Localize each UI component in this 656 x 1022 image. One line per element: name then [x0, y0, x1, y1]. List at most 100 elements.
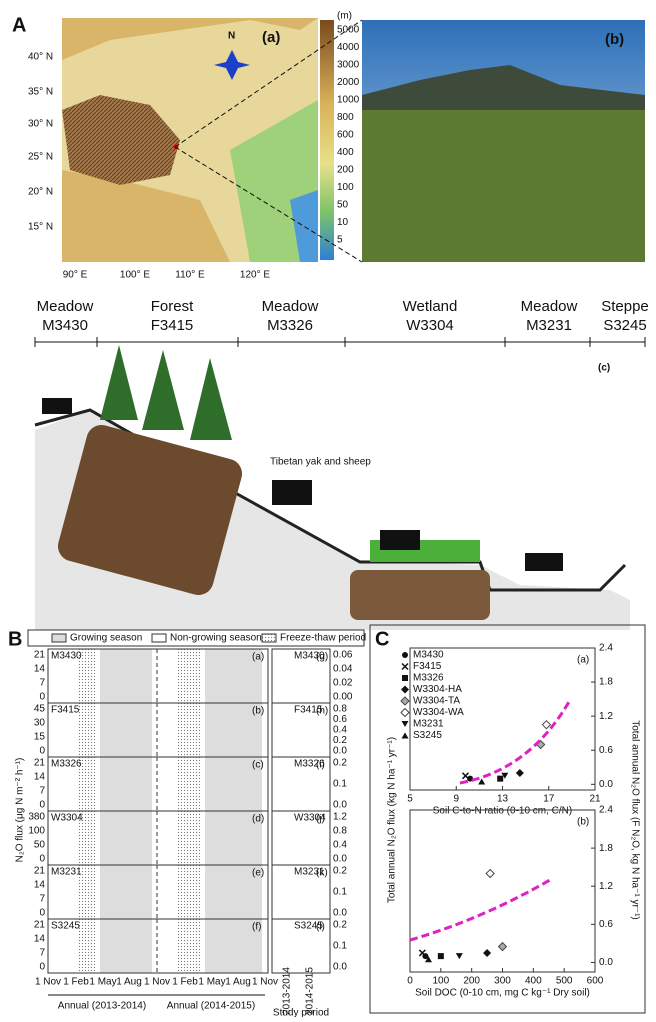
plot-letter: (d) [252, 814, 264, 825]
y2-tick-label: 0.0 [333, 746, 347, 757]
site-code: M3231 [526, 317, 572, 334]
ecosystem-name: Meadow [37, 298, 94, 315]
plot-letter: (i) [316, 760, 325, 771]
plot-letter: (c) [252, 760, 264, 771]
growing-season [100, 865, 152, 919]
legend-marker [401, 686, 409, 694]
point-symbol [419, 950, 425, 956]
y2-tick-label: 1.8 [599, 843, 613, 854]
caption: Tibetan yak and sheep [270, 457, 371, 468]
site-code: S3245 [603, 317, 646, 334]
y-tick-label: 7 [39, 678, 45, 689]
legend-swatch [52, 634, 66, 642]
plot-letter: (a) [577, 655, 589, 666]
x-tick-label: 500 [556, 976, 573, 987]
x-axis-label: Study period [273, 1008, 329, 1017]
plot-letter: (k) [316, 868, 328, 879]
plot-letter: (f) [252, 922, 261, 933]
y2-tick-label: 1.2 [333, 812, 347, 823]
legend-symbol [401, 686, 409, 694]
colorbar-label: 5 [337, 235, 343, 246]
y2-tick-label: 1.8 [599, 677, 613, 688]
y-tick-label: 0 [39, 854, 45, 865]
y2-tick-label: 0.04 [333, 664, 353, 675]
site-code: W3304 [406, 317, 454, 334]
freeze-thaw [77, 703, 97, 757]
freeze-thaw [77, 919, 97, 973]
legend-marker [402, 652, 408, 658]
site-label: W3304 [51, 813, 83, 824]
data-point [456, 953, 463, 959]
ecosystem-name: Steppe [601, 298, 649, 315]
ecosystem-name: Meadow [262, 298, 319, 315]
panel-label: B [8, 628, 22, 650]
legend-label: M3326 [413, 673, 444, 684]
latitude-label: 35° N [28, 87, 53, 98]
colorbar-label: 1000 [337, 95, 360, 106]
compass-label: N [228, 31, 235, 42]
y-tick-label: 0 [39, 746, 45, 757]
point-symbol [438, 953, 444, 959]
period-label: Annual (2013-2014) [58, 1001, 146, 1012]
y2-tick-label: 0.0 [333, 962, 347, 973]
legend-label: W3304-WA [413, 707, 464, 718]
colorbar [320, 20, 334, 260]
y2-tick-label: 0.2 [333, 920, 347, 931]
x-tick-label: 17 [543, 794, 555, 805]
y-tick-label: 7 [39, 948, 45, 959]
legend-label: W3304-TA [413, 696, 460, 707]
site-code: F3415 [151, 317, 194, 334]
freeze-thaw [178, 703, 200, 757]
data-point [542, 721, 550, 729]
y-tick-label: 21 [34, 920, 46, 931]
data-point [419, 950, 425, 956]
plot-letter: (h) [316, 706, 328, 717]
y-tick-label: 21 [34, 866, 46, 877]
growing-season [100, 649, 152, 703]
x-tick-label: 1 Feb [63, 977, 89, 988]
point-symbol [497, 776, 503, 782]
y-tick-label: 0 [39, 692, 45, 703]
ecosystem-name: Meadow [521, 298, 578, 315]
growing-season [100, 919, 152, 973]
x-tick-label: 400 [525, 976, 542, 987]
legend-marker [401, 709, 409, 717]
y2-tick-label: 0.2 [333, 866, 347, 877]
x-tick-label: 1 Nov [35, 977, 61, 988]
x-tick-label: 13 [497, 794, 509, 805]
ecosystem-name: Wetland [403, 298, 458, 315]
colorbar-label: 3000 [337, 60, 360, 71]
y2-tick-label: 0.2 [333, 735, 347, 746]
latitude-label: 25° N [28, 152, 53, 163]
latitude-label: 40° N [28, 52, 53, 63]
data-point [499, 943, 507, 951]
plot-letter: (b) [252, 706, 264, 717]
legend-label: M3430 [413, 650, 444, 661]
x-tick-label: 21 [589, 794, 601, 805]
y-tick-label: 7 [39, 894, 45, 905]
latitude-label: 20° N [28, 187, 53, 198]
colorbar-label: 600 [337, 130, 354, 141]
y2-tick-label: 0.02 [333, 678, 353, 689]
latitude-label: 15° N [28, 222, 53, 233]
colorbar-label: 2000 [337, 77, 360, 88]
point-symbol [542, 721, 550, 729]
longitude-label: 90° E [63, 270, 88, 281]
site-code: M3430 [42, 317, 88, 334]
legend-symbol [402, 652, 408, 658]
y-tick-label: 21 [34, 650, 46, 661]
y-tick-label: 21 [34, 758, 46, 769]
colorbar-label: 5000 [337, 25, 360, 36]
y2-tick-label: 0.4 [333, 725, 347, 736]
site-label: S3245 [51, 921, 80, 932]
y2-tick-label: 0.1 [333, 887, 347, 898]
colorbar-label: 10 [337, 217, 349, 228]
data-point [516, 769, 524, 777]
legend-label: Freeze-thaw period [280, 633, 366, 644]
legend-symbol [402, 721, 409, 727]
data-point [497, 776, 503, 782]
y2-tick-label: 0.8 [333, 704, 347, 715]
data-point [483, 949, 491, 957]
fit-curve [410, 880, 550, 940]
y-tick-label: 14 [34, 880, 46, 891]
